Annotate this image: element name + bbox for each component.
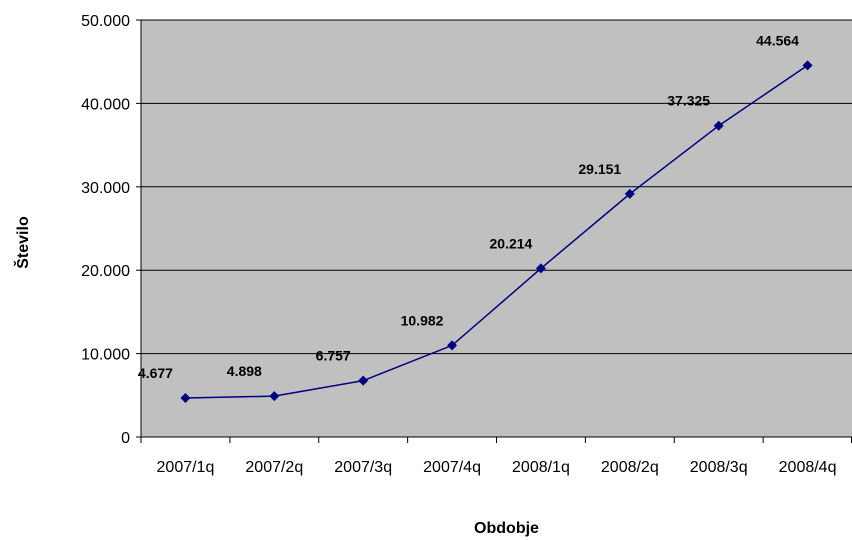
x-tick-labels: 2007/1q 2007/2q 2007/3q 2007/4q 2008/1q 2008/… bbox=[157, 459, 837, 476]
data-label: 44.564 bbox=[756, 32, 799, 48]
data-label: 6.757 bbox=[316, 348, 351, 364]
y-axis-title: Število bbox=[13, 216, 32, 269]
data-point bbox=[358, 375, 369, 386]
data-point bbox=[802, 60, 813, 71]
y-tick-label: 50.000 bbox=[81, 13, 130, 30]
x-tick-label: 2008/3q bbox=[690, 459, 748, 476]
data-point bbox=[624, 188, 635, 199]
series-line bbox=[185, 64, 808, 399]
data-label: 10.982 bbox=[401, 312, 444, 328]
data-label: 20.214 bbox=[490, 235, 533, 251]
x-tick-label: 2007/4q bbox=[423, 459, 481, 476]
x-tick-label: 2008/1q bbox=[512, 459, 570, 476]
data-point bbox=[269, 391, 280, 402]
x-tick-label: 2007/2q bbox=[245, 459, 303, 476]
x-tick-label: 2008/4q bbox=[779, 459, 837, 476]
series bbox=[180, 60, 813, 403]
data-labels: 4.677 4.898 6.757 10.982 20.214 29.151 37.325 4… bbox=[138, 32, 799, 381]
data-label: 4.898 bbox=[227, 363, 262, 379]
data-label: 37.325 bbox=[667, 93, 710, 109]
y-tick-label: 20.000 bbox=[81, 263, 130, 280]
data-point bbox=[535, 263, 546, 274]
x-tick-label: 2008/2q bbox=[601, 459, 659, 476]
x-tick-label: 2007/3q bbox=[334, 459, 392, 476]
data-label: 4.677 bbox=[138, 365, 173, 381]
y-tick-label: 40.000 bbox=[81, 96, 130, 113]
x-axis-title: Obdobje bbox=[474, 520, 539, 537]
data-point bbox=[447, 340, 458, 351]
plot-area bbox=[141, 20, 852, 437]
data-point bbox=[713, 120, 724, 131]
data-label: 29.151 bbox=[578, 161, 621, 177]
y-tick-label: 0 bbox=[121, 430, 130, 447]
gridlines bbox=[141, 19, 852, 355]
data-point bbox=[180, 392, 191, 403]
y-tick-labels: 0 10.000 20.000 30.000 40.000 50.000 bbox=[81, 13, 130, 447]
axes bbox=[136, 19, 852, 443]
y-tick-label: 30.000 bbox=[81, 180, 130, 197]
y-tick-label: 10.000 bbox=[81, 347, 130, 364]
x-tick-label: 2007/1q bbox=[157, 459, 215, 476]
